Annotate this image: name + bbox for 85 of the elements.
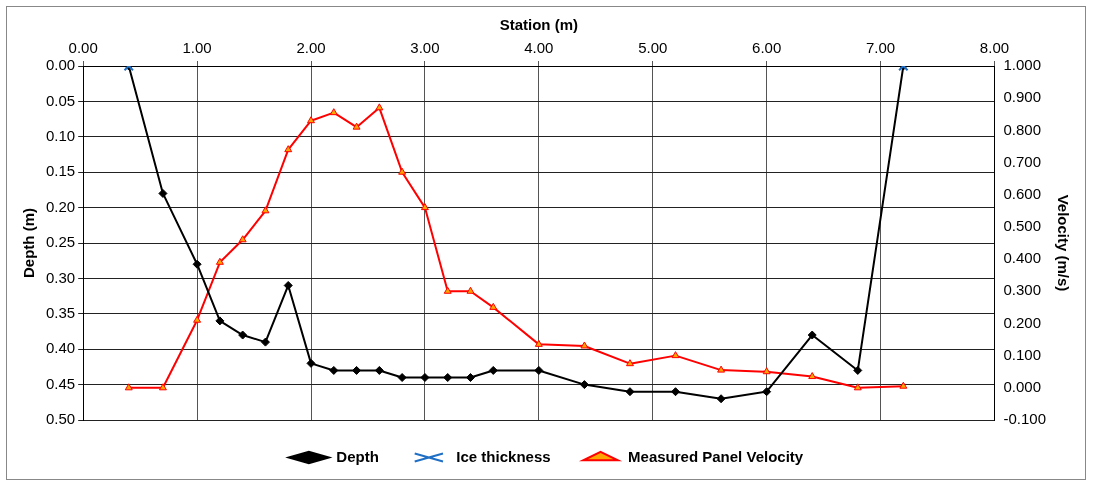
- y-tick-label: 0.50: [45, 410, 76, 428]
- point: [158, 188, 168, 198]
- point: [762, 367, 771, 375]
- y2-tick-label: 0.400: [1003, 249, 1042, 267]
- point: [158, 383, 167, 391]
- point: [626, 359, 634, 367]
- point: [307, 116, 315, 124]
- point: [808, 372, 817, 380]
- point: [534, 339, 543, 347]
- point: [466, 286, 475, 294]
- y-tick-label: 0.45: [45, 374, 76, 392]
- point: [853, 383, 862, 391]
- point: [260, 337, 270, 347]
- legend-label: Depth: [336, 447, 379, 465]
- point: [374, 365, 384, 375]
- point: [579, 380, 589, 390]
- legend-label: Measured Panel Velocity: [628, 447, 804, 465]
- y2-tick-label: 0.800: [1003, 120, 1042, 138]
- point: [192, 259, 202, 269]
- point: [420, 373, 430, 383]
- y-axis-title: Depth (m): [20, 208, 38, 278]
- point: [671, 351, 680, 359]
- x-tick-label: 8.00: [979, 39, 1010, 57]
- x-tick-label: 5.00: [638, 39, 668, 57]
- point: [375, 103, 384, 111]
- point: [807, 330, 817, 340]
- point: [215, 316, 225, 326]
- y-tick-label: 0.35: [45, 303, 76, 321]
- x-axis-title: Station (m): [499, 16, 578, 34]
- point: [853, 365, 863, 375]
- y2-tick-label: 0.000: [1003, 377, 1042, 395]
- y-tick-label: 0.40: [45, 339, 76, 357]
- point: [580, 341, 589, 349]
- point: [238, 330, 248, 340]
- point: [284, 145, 293, 153]
- y-tick-label: 0.15: [45, 162, 76, 180]
- point: [238, 235, 247, 243]
- point: [329, 365, 339, 375]
- y2-tick-label: 0.500: [1003, 217, 1042, 235]
- point: [193, 315, 202, 323]
- y2-tick-label: 0.200: [1003, 313, 1042, 331]
- y-tick-label: 0.05: [45, 91, 76, 109]
- y-tick-label: 0.25: [45, 233, 76, 251]
- x-tick-label: 4.00: [524, 39, 554, 57]
- x-tick-label: 0.00: [68, 39, 98, 57]
- point: [261, 206, 270, 214]
- y-tick-label: 0.10: [45, 126, 76, 144]
- y2-axis-title: Velocity (m/s): [1054, 194, 1072, 292]
- y2-tick-label: 0.300: [1003, 281, 1042, 299]
- point: [398, 167, 407, 175]
- point: [534, 365, 544, 375]
- x-tick-label: 2.00: [296, 39, 326, 57]
- point: [329, 108, 338, 116]
- point: [443, 286, 452, 294]
- point: [215, 257, 224, 265]
- legend-label: Ice thickness: [456, 447, 551, 465]
- y2-tick-label: 0.100: [1003, 345, 1042, 363]
- y2-tick-label: 0.700: [1003, 152, 1042, 170]
- point: [306, 358, 316, 368]
- point: [420, 203, 429, 211]
- point: [124, 383, 133, 391]
- point: [352, 122, 361, 130]
- y2-tick-label: 1.000: [1003, 56, 1042, 74]
- point: [443, 373, 453, 383]
- x-tick-label: 6.00: [752, 39, 782, 57]
- x-tick-label: 1.00: [182, 39, 212, 57]
- y2-tick-label: 0.600: [1003, 184, 1042, 202]
- x-tick-label: 7.00: [865, 39, 896, 57]
- point: [397, 373, 407, 383]
- point: [488, 365, 498, 375]
- y2-tick-label: -0.100: [1003, 410, 1047, 428]
- point: [625, 387, 635, 397]
- point: [717, 365, 726, 373]
- point: [283, 280, 293, 290]
- y2-tick-label: 0.900: [1003, 88, 1042, 106]
- point: [716, 394, 726, 404]
- y-tick-label: 0.20: [45, 197, 76, 215]
- x-tick-label: 3.00: [410, 39, 440, 57]
- y-tick-label: 0.30: [45, 268, 76, 286]
- point: [352, 365, 362, 375]
- point: [489, 302, 498, 310]
- point: [899, 381, 908, 389]
- y-tick-label: 0.00: [45, 56, 76, 74]
- point: [762, 387, 772, 397]
- point: [671, 387, 681, 397]
